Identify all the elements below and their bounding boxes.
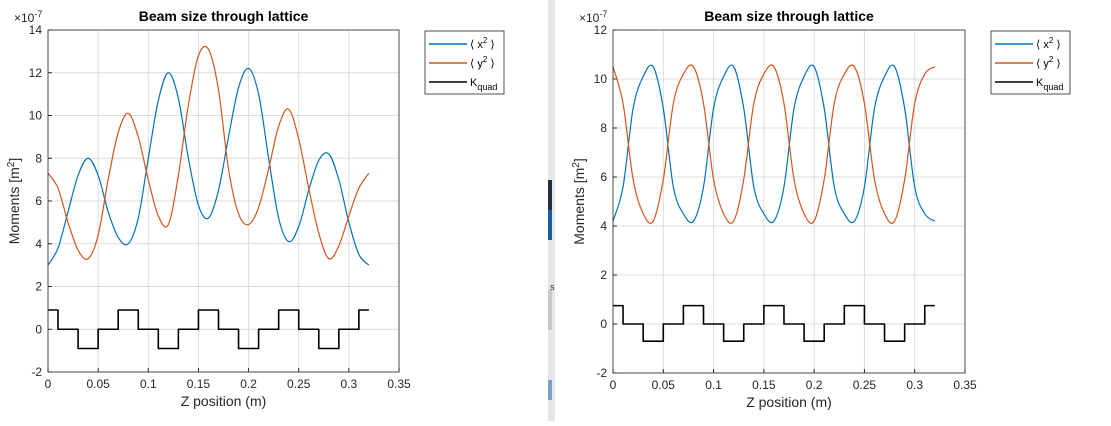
y-tick-label: 4 — [35, 237, 42, 251]
figure-left: 0 0.05 0.1 0.15 0.2 0.25 0.3 0.35 -2 0 2 4 6 8 10 12 14 ×… — [0, 0, 548, 421]
legend-label-x2: ⟨ x2 ⟩ — [1036, 36, 1061, 51]
x-tick-label: 0.2 — [240, 377, 257, 391]
axis-exponent-label: ×10-7 — [14, 9, 42, 25]
legend-label-y2: ⟨ y2 ⟩ — [1036, 55, 1061, 70]
window-divider: s — [548, 0, 555, 421]
x-tick-label: 0.25 — [853, 378, 877, 392]
y-tick-label: 2 — [35, 280, 42, 294]
y-tick-label: 8 — [35, 151, 42, 165]
y-tick-label: 6 — [600, 170, 607, 184]
legend-label-x2: ⟨ x2 ⟩ — [470, 36, 495, 51]
x-tick-label: 0.3 — [341, 377, 358, 391]
series-kquad-line — [613, 304, 935, 342]
legend-label-kquad: Kquad — [470, 77, 497, 92]
series-group — [612, 64, 936, 342]
y-tick-label: 10 — [29, 109, 43, 123]
x-tick-label: 0.05 — [652, 378, 676, 392]
x-tick-label: 0 — [45, 377, 52, 391]
x-tick-label: 0.05 — [86, 377, 110, 391]
axes-box — [612, 29, 966, 374]
x-tick-label: 0.2 — [806, 378, 823, 392]
y-tick-label: 14 — [29, 23, 43, 37]
axis-exponent-label: ×10-7 — [579, 9, 607, 25]
y-tick-label: 8 — [600, 121, 607, 135]
y-tick-label: 4 — [600, 219, 607, 233]
y-tick-label: 2 — [600, 268, 607, 282]
y-tick-label: 0 — [35, 322, 42, 336]
y-tick-label: 12 — [29, 66, 43, 80]
series-x2-line — [612, 64, 936, 224]
x-tick-label: 0.15 — [187, 377, 211, 391]
series-kquad-line — [48, 309, 369, 350]
y-tick-label: 12 — [594, 23, 608, 37]
y-axis-title: Moments [m2] — [6, 158, 22, 244]
x-tick-label: 0.3 — [906, 378, 923, 392]
chart-title: Beam size through lattice — [139, 8, 309, 24]
y-tick-label: -2 — [31, 365, 42, 379]
y-tick-label: 0 — [600, 317, 607, 331]
figure-right: 0 0.05 0.1 0.15 0.2 0.25 0.3 0.35 -2 0 2 4 6 8 10 12 ×10… — [555, 0, 1111, 421]
series-y2-line — [47, 45, 370, 260]
x-axis-title: Z position (m) — [746, 394, 832, 410]
x-tick-label: 0.35 — [953, 378, 977, 392]
y-tick-label: 10 — [594, 72, 608, 86]
y-axis-title: Moments [m2] — [571, 158, 587, 244]
y-tick-label: -2 — [596, 366, 607, 380]
y-tick-label: 6 — [35, 194, 42, 208]
x-tick-label: 0.35 — [387, 377, 411, 391]
x-tick-label: 0.1 — [140, 377, 157, 391]
x-tick-label: 0.1 — [705, 378, 722, 392]
legend-label-kquad: Kquad — [1036, 77, 1063, 92]
x-tick-label: 0 — [610, 378, 617, 392]
chart-svg: 0 0.05 0.1 0.15 0.2 0.25 0.3 0.35-202468101214×… — [6, 8, 505, 409]
x-tick-label: 0.25 — [287, 377, 311, 391]
chart-title: Beam size through lattice — [704, 8, 874, 24]
series-group — [47, 45, 370, 350]
legend-label-y2: ⟨ y2 ⟩ — [470, 55, 495, 70]
x-tick-label: 0.15 — [752, 378, 776, 392]
legend: ⟨ x2 ⟩ ⟨ y2 ⟩ Kquad — [424, 30, 505, 95]
plot-area — [613, 30, 965, 373]
series-x2-line — [47, 67, 370, 266]
axes-box — [47, 29, 400, 373]
series-y2-line — [612, 64, 936, 224]
legend: ⟨ x2 ⟩ ⟨ y2 ⟩ Kquad — [990, 30, 1071, 95]
chart-svg: 0 0.05 0.1 0.15 0.2 0.25 0.3 0.35-2024681012×10… — [571, 8, 1071, 410]
x-axis-title: Z position (m) — [181, 393, 267, 409]
